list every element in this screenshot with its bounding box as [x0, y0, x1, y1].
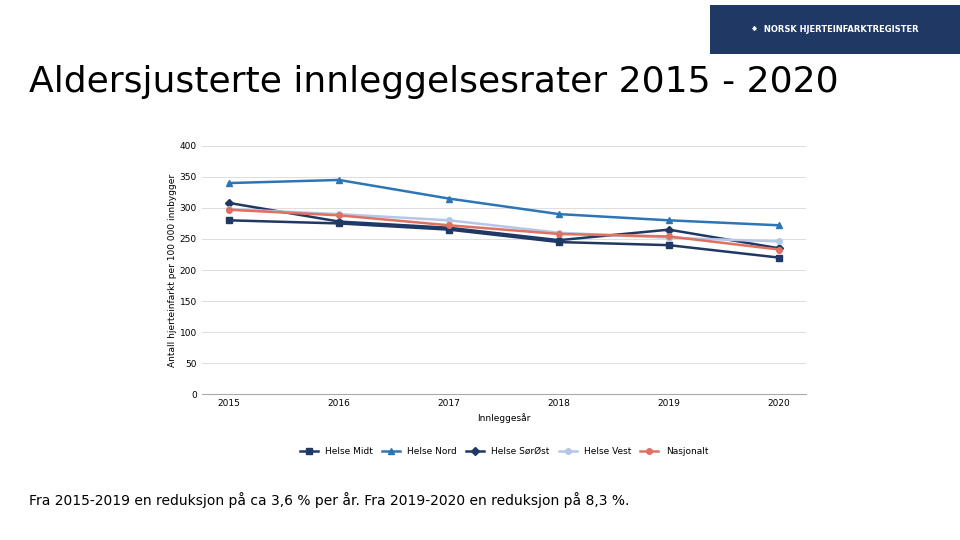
Helse Midt [553, 239, 564, 245]
Helse Vest [224, 206, 235, 212]
Helse Midt [663, 242, 675, 248]
Helse Nord [444, 195, 455, 202]
Text: Aldersjusterte innleggelsesrater 2015 - 2020: Aldersjusterte innleggelsesrater 2015 - … [29, 65, 838, 99]
Helse SørØst [773, 245, 784, 252]
Helse Vest [773, 238, 784, 245]
Helse SørØst [663, 226, 675, 233]
Helse Nord [663, 217, 675, 224]
Line: Helse Vest: Helse Vest [227, 206, 781, 244]
Nasjonalt [553, 231, 564, 237]
Y-axis label: Antall hjerteinfarkt per 100 000 innbygger: Antall hjerteinfarkt per 100 000 innbygg… [168, 173, 177, 367]
Helse Nord [773, 222, 784, 228]
Line: Helse Midt: Helse Midt [227, 218, 781, 260]
Text: Fra 2015-2019 en reduksjon på ca 3,6 % per år. Fra 2019-2020 en reduksjon på 8,3: Fra 2015-2019 en reduksjon på ca 3,6 % p… [29, 491, 629, 508]
Nasjonalt [773, 246, 784, 253]
Helse Midt [773, 254, 784, 261]
Line: Nasjonalt: Nasjonalt [227, 207, 781, 252]
Helse Vest [333, 211, 345, 217]
Helse Midt [333, 220, 345, 227]
Helse Vest [663, 234, 675, 241]
Helse Midt [224, 217, 235, 224]
Helse SørØst [553, 237, 564, 244]
Helse Nord [553, 211, 564, 217]
Helse Nord [224, 180, 235, 186]
Helse SørØst [224, 200, 235, 206]
Helse Vest [444, 217, 455, 224]
Helse Nord [333, 177, 345, 183]
Text: ⁕  NORSK HJERTEINFARKTREGISTER: ⁕ NORSK HJERTEINFARKTREGISTER [752, 25, 919, 34]
X-axis label: Innleggesår: Innleggesår [477, 414, 531, 423]
Helse Midt [444, 226, 455, 233]
Legend: Helse Midt, Helse Nord, Helse SørØst, Helse Vest, Nasjonalt: Helse Midt, Helse Nord, Helse SørØst, He… [297, 443, 711, 460]
Nasjonalt [663, 233, 675, 240]
Helse SørØst [333, 218, 345, 225]
Nasjonalt [224, 206, 235, 213]
Line: Helse SørØst: Helse SørØst [227, 200, 781, 251]
Line: Helse Nord: Helse Nord [227, 177, 781, 228]
Helse Vest [553, 230, 564, 236]
Helse SørØst [444, 225, 455, 231]
Nasjonalt [444, 222, 455, 228]
Nasjonalt [333, 212, 345, 219]
